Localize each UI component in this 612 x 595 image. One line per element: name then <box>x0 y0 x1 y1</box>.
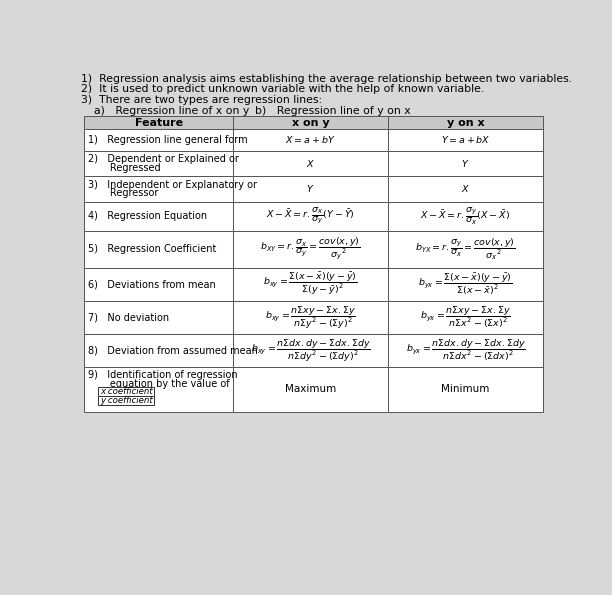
Bar <box>388 367 543 412</box>
Text: 7)   No deviation: 7) No deviation <box>88 312 170 322</box>
Bar <box>388 116 543 129</box>
Bar <box>233 151 388 176</box>
Bar <box>233 129 388 151</box>
Text: y on x: y on x <box>447 118 484 127</box>
Bar <box>388 231 543 268</box>
Bar <box>84 301 233 334</box>
Text: 5)   Regression Coefficient: 5) Regression Coefficient <box>88 245 217 254</box>
Text: $Y = a + bX$: $Y = a + bX$ <box>441 134 490 145</box>
Bar <box>84 334 233 367</box>
Bar <box>233 268 388 301</box>
Bar <box>84 116 233 129</box>
Text: $b_{yx} = \dfrac{\Sigma(x-\bar{x})(y-\bar{y})}{\Sigma(x-\bar{x})^2}$: $b_{yx} = \dfrac{\Sigma(x-\bar{x})(y-\ba… <box>419 272 513 297</box>
Bar <box>84 129 233 151</box>
Text: y coefficient: y coefficient <box>100 396 152 405</box>
Bar <box>233 301 388 334</box>
Bar <box>233 231 388 268</box>
Bar <box>233 334 388 367</box>
Text: 3)  There are two types are regression lines:: 3) There are two types are regression li… <box>81 95 323 105</box>
Text: 2)  It is used to predict unknown variable with the help of known variable.: 2) It is used to predict unknown variabl… <box>81 84 485 95</box>
Text: 2)   Dependent or Explained or: 2) Dependent or Explained or <box>88 154 239 164</box>
Text: 3)   Independent or Explanatory or: 3) Independent or Explanatory or <box>88 180 257 190</box>
Text: Maximum: Maximum <box>285 384 336 394</box>
Text: $b_{xy} = \dfrac{n\Sigma dx.dy - \Sigma dx.\Sigma dy}{n\Sigma dy^2 - (\Sigma dy): $b_{xy} = \dfrac{n\Sigma dx.dy - \Sigma … <box>250 337 370 364</box>
Text: $b_{yx} = \dfrac{n\Sigma dx.dy - \Sigma dx.\Sigma dy}{n\Sigma dx^2 - (\Sigma dx): $b_{yx} = \dfrac{n\Sigma dx.dy - \Sigma … <box>406 338 526 363</box>
Text: equation by the value of: equation by the value of <box>88 378 230 389</box>
Text: Regressor: Regressor <box>88 188 159 198</box>
Text: $b_{xy} = \dfrac{\Sigma(x-\bar{x})(y-\bar{y})}{\Sigma(y-\bar{y})^2}$: $b_{xy} = \dfrac{\Sigma(x-\bar{x})(y-\ba… <box>263 271 358 298</box>
Text: $Y$: $Y$ <box>461 158 470 169</box>
Text: a)   Regression line of x on y: a) Regression line of x on y <box>94 106 249 116</box>
Text: $X = a + bY$: $X = a + bY$ <box>285 134 336 145</box>
Text: 1)   Regression line general form: 1) Regression line general form <box>88 135 248 145</box>
Bar <box>388 129 543 151</box>
Text: $b_{xy} = \dfrac{n\Sigma xy - \Sigma x.\Sigma y}{n\Sigma y^2 - (\Sigma y)^2}$: $b_{xy} = \dfrac{n\Sigma xy - \Sigma x.\… <box>265 304 356 331</box>
Text: 4)   Regression Equation: 4) Regression Equation <box>88 211 207 221</box>
Bar <box>233 202 388 231</box>
Bar <box>84 176 233 202</box>
Text: Feature: Feature <box>135 118 183 127</box>
Bar <box>84 202 233 231</box>
Bar <box>388 334 543 367</box>
Bar <box>233 116 388 129</box>
Bar <box>233 176 388 202</box>
Text: b)   Regression line of y on x: b) Regression line of y on x <box>255 106 411 116</box>
Text: $Y$: $Y$ <box>307 183 315 195</box>
Text: $b_{YX}= r.\dfrac{\sigma_y}{\sigma_x} = \dfrac{cov(x,y)}{{\sigma_x}^{\,2}}$: $b_{YX}= r.\dfrac{\sigma_y}{\sigma_x} = … <box>416 236 516 262</box>
Bar <box>84 367 233 412</box>
Text: $X - \bar{X} = r.\dfrac{\sigma_y}{\sigma_x}(X - \bar{X})$: $X - \bar{X} = r.\dfrac{\sigma_y}{\sigma… <box>420 205 510 227</box>
Text: $b_{yx} = \dfrac{n\Sigma xy - \Sigma x.\Sigma y}{n\Sigma x^2 - (\Sigma x)^2}$: $b_{yx} = \dfrac{n\Sigma xy - \Sigma x.\… <box>420 305 511 330</box>
Bar <box>84 268 233 301</box>
Bar <box>98 387 154 396</box>
Bar <box>388 301 543 334</box>
Text: 8)   Deviation from assumed mean: 8) Deviation from assumed mean <box>88 346 258 356</box>
Text: $b_{XY}= r.\dfrac{\sigma_x}{\sigma_y} = \dfrac{cov(x,y)}{{\sigma_y}^{\,2}}$: $b_{XY}= r.\dfrac{\sigma_x}{\sigma_y} = … <box>260 236 361 262</box>
Text: 9)   Identification of regression: 9) Identification of regression <box>88 370 237 380</box>
Text: Minimum: Minimum <box>441 384 490 394</box>
Text: $X - \bar{X} = r.\dfrac{\sigma_x}{\sigma_y}(Y - \bar{Y})$: $X - \bar{X} = r.\dfrac{\sigma_x}{\sigma… <box>266 206 355 227</box>
Text: x on y: x on y <box>292 118 329 127</box>
Text: Regressed: Regressed <box>88 162 161 173</box>
Bar <box>98 396 154 405</box>
Text: $X$: $X$ <box>461 183 470 195</box>
Text: 6)   Deviations from mean: 6) Deviations from mean <box>88 279 216 289</box>
Text: x coefficient: x coefficient <box>100 387 152 396</box>
Bar <box>388 151 543 176</box>
Bar <box>84 231 233 268</box>
Bar <box>388 176 543 202</box>
Text: $X$: $X$ <box>306 158 315 169</box>
Bar <box>388 268 543 301</box>
Bar <box>84 151 233 176</box>
Bar <box>388 202 543 231</box>
Text: 1)  Regression analysis aims establishing the average relationship between two v: 1) Regression analysis aims establishing… <box>81 74 572 84</box>
Bar <box>233 367 388 412</box>
